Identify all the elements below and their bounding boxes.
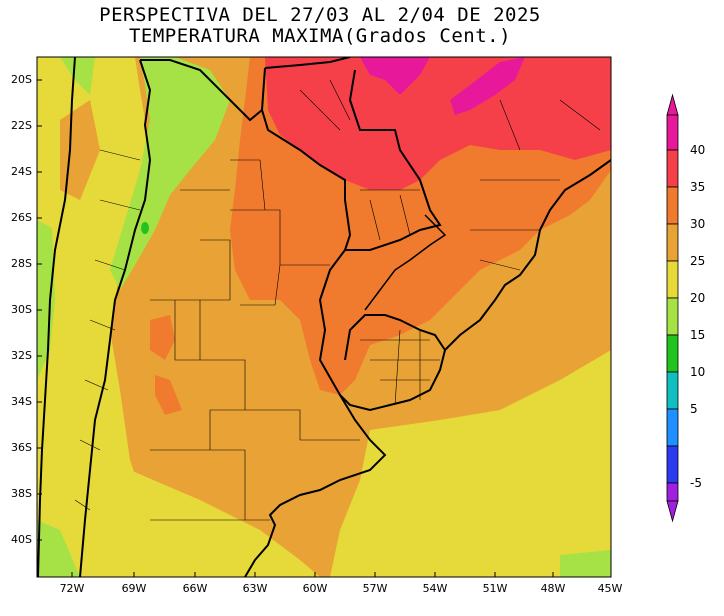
map-title-line2: TEMPERATURA MAXIMA(Grados Cent.) [128,25,512,47]
lon-label: 69W [121,582,147,595]
lon-label: 72W [59,582,85,595]
colorbar-label: 40 [690,143,706,157]
colorbar-label: -5 [690,476,702,490]
colorbar-label: 25 [690,254,706,268]
lon-label: 66W [182,582,208,595]
colorbar [666,93,679,523]
lon-label: 60W [302,582,328,595]
colorbar-label: 35 [690,180,706,194]
lat-label: 24S [11,165,32,178]
lon-label: 63W [242,582,268,595]
lat-label: 38S [11,487,32,500]
lat-label: 26S [11,211,32,224]
lat-label: 40S [11,533,32,546]
country-borders [37,57,611,577]
colorbar-label: 15 [690,328,706,342]
lat-label: 20S [11,73,32,86]
lon-label: 45W [597,582,623,595]
lat-label: 30S [11,303,32,316]
map-title-line1: PERSPECTIVA DEL 27/03 AL 2/04 DE 2025 [99,4,541,26]
axis-ticks [37,79,612,577]
lon-label: 51W [482,582,508,595]
lat-label: 22S [11,119,32,132]
map-frame [36,56,612,578]
lon-label: 57W [362,582,388,595]
lat-label: 36S [11,441,32,454]
lon-label: 54W [422,582,448,595]
colorbar-label: 5 [690,402,698,416]
lon-label: 48W [540,582,566,595]
temperature-field [37,57,611,577]
colorbar-label: 10 [690,365,706,379]
colorbar-label: 20 [690,291,706,305]
lat-label: 28S [11,257,32,270]
colorbar-label: 30 [690,217,706,231]
lat-label: 34S [11,395,32,408]
lat-label: 32S [11,349,32,362]
province-borders [74,79,601,521]
